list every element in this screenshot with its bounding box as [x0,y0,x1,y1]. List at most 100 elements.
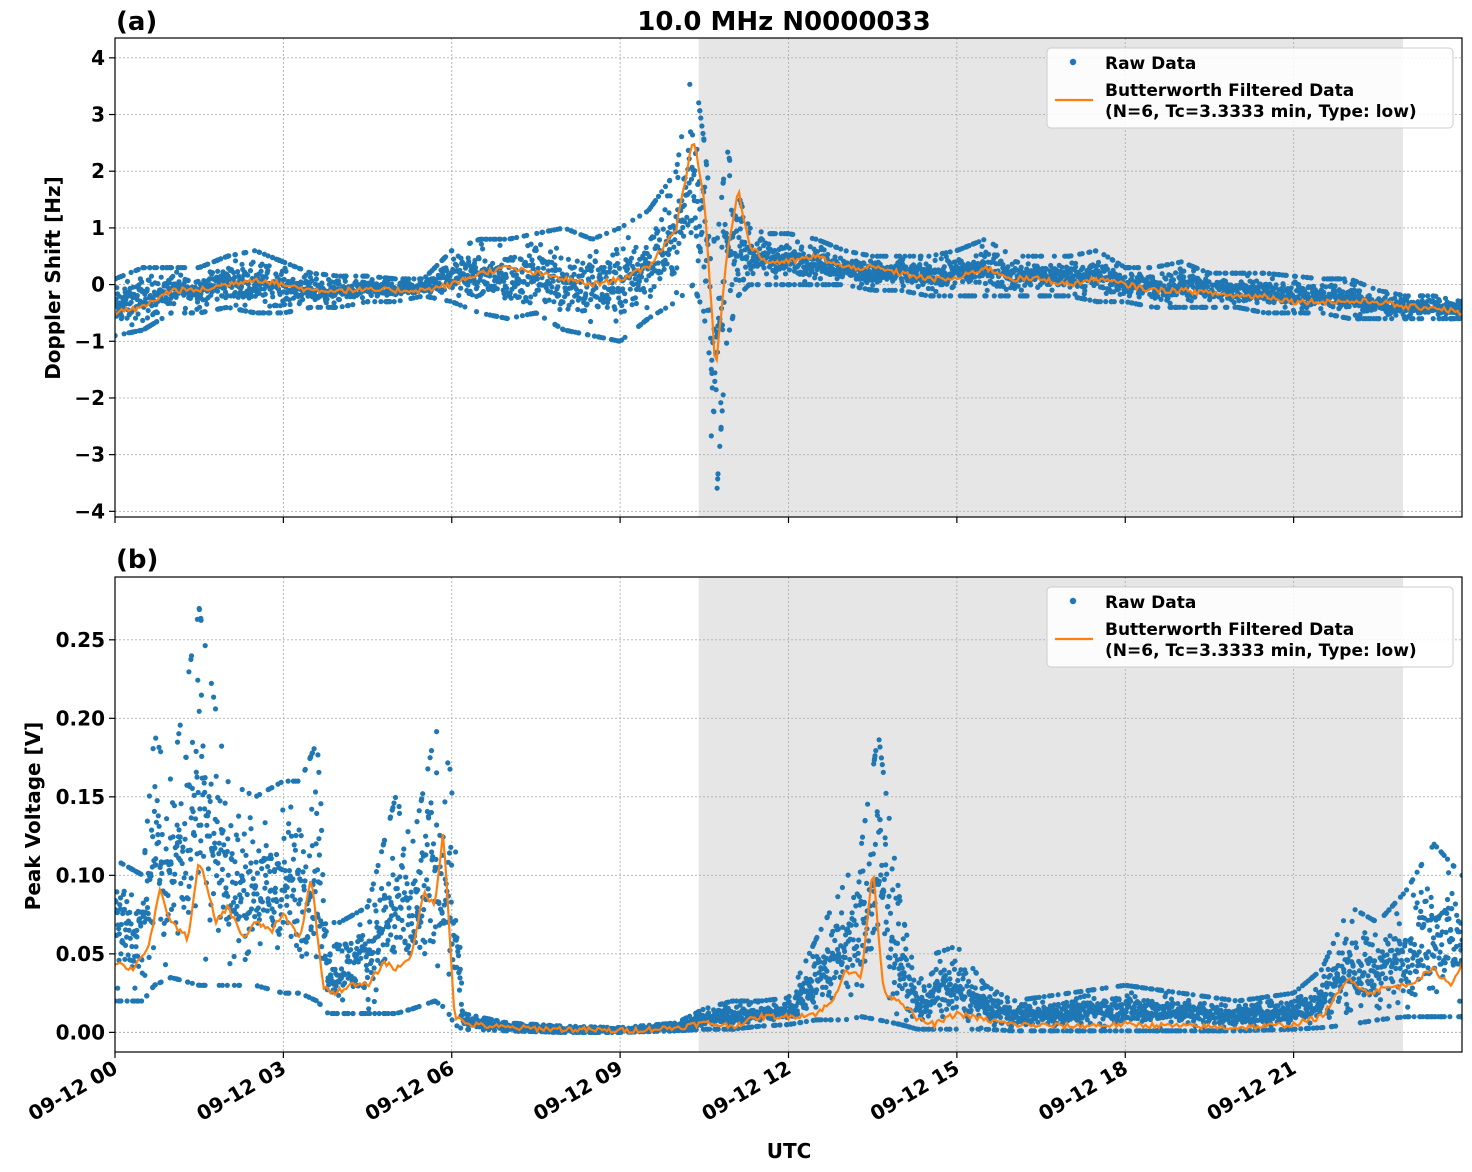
raw-point [128,329,134,336]
raw-point [159,831,165,838]
raw-point [401,846,407,852]
raw-point [584,301,590,307]
raw-point [198,692,204,698]
raw-point [327,952,333,958]
raw-point [643,209,650,215]
raw-point [589,264,595,270]
raw-point [254,870,260,876]
raw-point [228,823,234,829]
raw-point [391,949,397,955]
raw-point [397,874,403,880]
raw-point [862,286,868,292]
raw-point [648,314,654,320]
raw-point [614,338,620,344]
raw-point [397,298,403,304]
raw-point [455,953,462,959]
raw-point [431,931,437,937]
raw-point [642,256,649,263]
raw-point [390,855,396,861]
raw-point [686,180,692,186]
raw-point [1430,316,1436,322]
raw-point [754,241,760,247]
raw-point [540,265,547,271]
raw-point [770,231,776,237]
raw-point [320,898,326,904]
raw-point [214,296,220,302]
raw-point [823,282,829,288]
raw-point [236,914,242,920]
raw-point [462,304,468,310]
raw-point [1033,253,1039,259]
raw-point [960,279,966,285]
raw-point [421,883,427,889]
raw-point [179,860,185,867]
raw-point [291,887,297,893]
raw-point [188,875,194,881]
raw-point [262,298,268,304]
raw-point [451,256,457,262]
raw-point [807,244,813,250]
raw-point [513,314,520,320]
raw-point [424,877,430,883]
raw-point [494,313,500,319]
raw-point [610,252,616,258]
raw-point [248,860,254,866]
raw-point [469,292,475,298]
raw-point [1169,261,1175,267]
raw-point [555,284,561,290]
raw-point [273,256,279,262]
raw-point [263,843,269,849]
raw-point [698,115,704,121]
raw-point [566,302,572,308]
raw-point [874,253,880,259]
raw-point [342,278,348,284]
raw-point [312,789,319,795]
raw-point [408,295,414,302]
raw-point [167,870,173,876]
raw-point [446,850,453,856]
raw-point [719,194,725,200]
raw-point [1288,285,1294,291]
raw-point [202,789,208,796]
raw-point [366,1006,372,1012]
raw-point [252,914,258,920]
raw-point [145,910,151,917]
raw-point [1210,304,1216,310]
raw-point [743,285,749,291]
raw-point [286,821,292,827]
raw-point [632,295,639,301]
raw-point [782,271,789,277]
raw-point [449,862,455,868]
raw-point [195,677,201,683]
raw-point [671,244,677,250]
raw-point [206,833,213,839]
raw-point [252,248,258,254]
raw-point [265,267,271,274]
raw-point [353,273,359,279]
raw-point [483,311,489,317]
raw-point [606,269,613,275]
raw-point [300,869,306,875]
raw-point [1092,248,1098,254]
raw-point [158,916,164,922]
raw-point [386,881,392,887]
raw-point [630,281,636,287]
raw-point [552,322,558,328]
raw-point [666,210,672,216]
raw-point [722,221,728,228]
raw-point [153,319,159,325]
raw-point [189,739,196,746]
raw-point [389,275,395,282]
raw-point [454,301,460,307]
raw-point [274,898,280,905]
raw-point [190,809,196,815]
raw-point [990,241,996,247]
y-tick-label: −2 [74,386,105,410]
raw-point [621,222,627,229]
raw-point [1203,304,1209,310]
raw-point [205,809,212,816]
raw-point [1305,310,1311,316]
raw-point [345,953,351,960]
raw-point [276,931,282,937]
raw-point [123,301,129,307]
